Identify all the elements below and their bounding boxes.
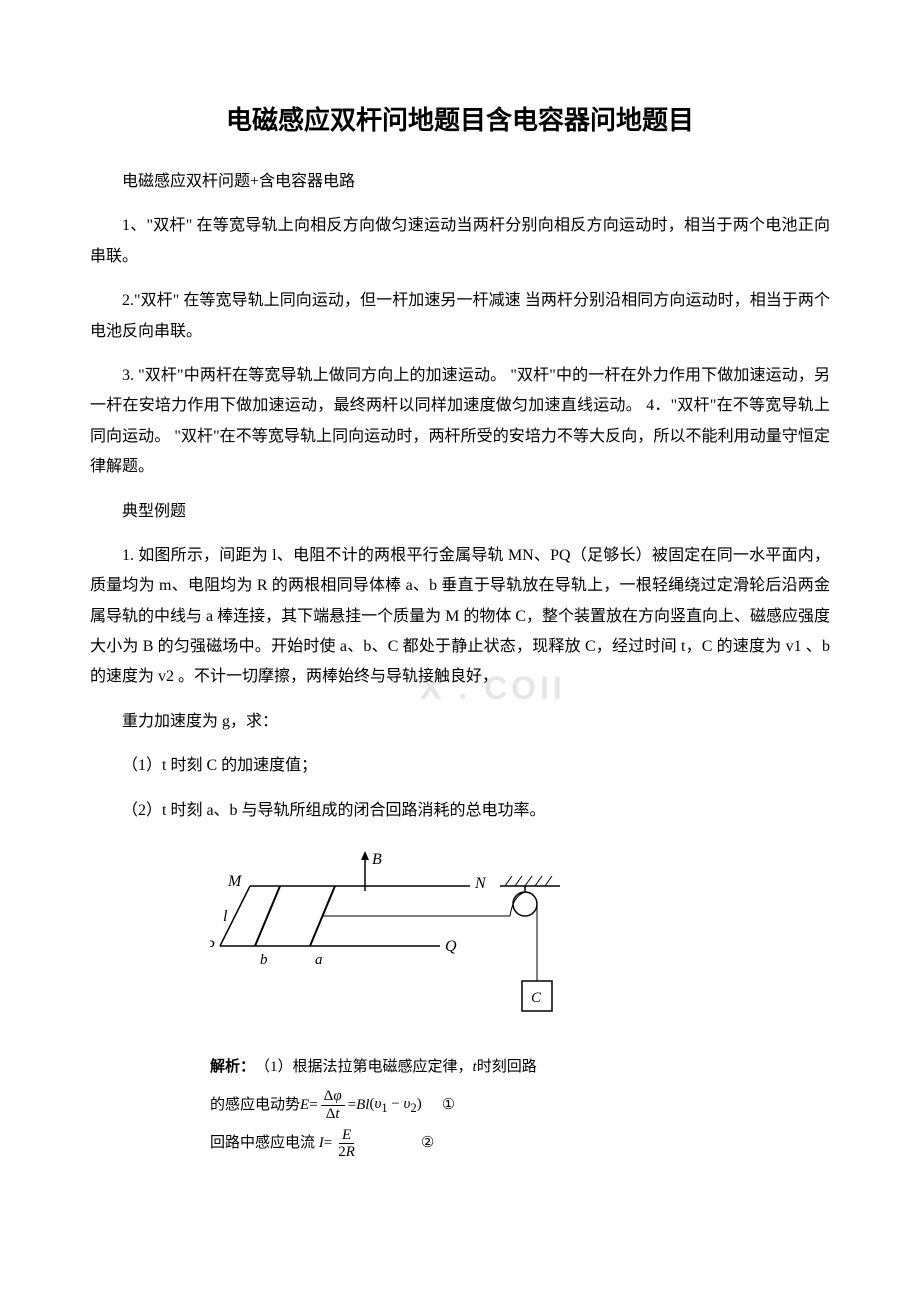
circuit-diagram: M N P Q l b a B: [210, 846, 830, 1031]
eq-paren: (υ1 − υ2): [369, 1088, 421, 1123]
eq-I: I: [315, 1127, 324, 1160]
para-1: 1、"双杆" 在等宽导轨上向相反方向做匀速运动当两杆分别向相反方向运动时，相当于…: [90, 211, 830, 272]
label-N: N: [474, 875, 487, 892]
solution-text-3: 回路中感应电流: [210, 1127, 315, 1160]
solution-text-1: （1）根据法拉第电磁感应定律，: [255, 1051, 473, 1084]
label-b: b: [260, 952, 268, 968]
para-5: 1. 如图所示，间距为 l、电阻不计的两根平行金属导轨 MN、PQ（足够长）被固…: [90, 541, 830, 693]
solution-prefix: 解析：: [210, 1051, 255, 1084]
page-title: 电磁感应双杆问地题目含电容器问地题目: [90, 100, 830, 137]
eq-equals-3: =: [324, 1127, 332, 1160]
eq-num-2: ②: [421, 1127, 434, 1160]
label-a: a: [315, 952, 323, 968]
label-P: P: [210, 938, 215, 955]
para-6: 重力加速度为 g，求：: [90, 707, 830, 737]
eq-E: E: [300, 1089, 309, 1122]
para-4: 典型例题: [90, 497, 830, 527]
label-M: M: [227, 873, 243, 890]
solution-line-1: 解析： （1）根据法拉第电磁感应定律， t 时刻回路: [210, 1051, 830, 1084]
label-Q: Q: [445, 938, 457, 955]
para-8: （2）t 时刻 a、b 与导轨所组成的闭合回路消耗的总电功率。: [90, 796, 830, 826]
frac-E-2R: E 2R: [335, 1127, 358, 1161]
document-content: 电磁感应双杆问地题目含电容器问地题目 电磁感应双杆问题+含电容器电路 1、"双杆…: [90, 100, 830, 1161]
label-l: l: [223, 908, 228, 925]
solution-line-2: 的感应电动势 E = Δφ Δt = Bl (υ1 − υ2) ①: [210, 1088, 830, 1123]
eq-equals-1: =: [309, 1089, 317, 1122]
eq-Bl: Bl: [356, 1089, 369, 1122]
label-C: C: [531, 990, 542, 1006]
solution-text-2: 的感应电动势: [210, 1089, 300, 1122]
solution-line-3: 回路中感应电流 I = E 2R ②: [210, 1127, 830, 1161]
label-B: B: [372, 851, 382, 868]
eq-num-1: ①: [442, 1089, 455, 1122]
para-intro: 电磁感应双杆问题+含电容器电路: [90, 167, 830, 197]
solution-block: 解析： （1）根据法拉第电磁感应定律， t 时刻回路 的感应电动势 E = Δφ…: [210, 1051, 830, 1161]
para-3: 3. "双杆"中两杆在等宽导轨上做同方向上的加速运动。 "双杆"中的一杆在外力作…: [90, 361, 830, 483]
para-2: 2."双杆" 在等宽导轨上同向运动，但一杆加速另一杆减速 当两杆分别沿相同方向运…: [90, 286, 830, 347]
solution-text-1b: 时刻回路: [477, 1051, 537, 1084]
para-7: （1）t 时刻 C 的加速度值；: [90, 751, 830, 781]
frac-dphi-dt: Δφ Δt: [321, 1088, 345, 1122]
eq-equals-2: =: [348, 1089, 356, 1122]
